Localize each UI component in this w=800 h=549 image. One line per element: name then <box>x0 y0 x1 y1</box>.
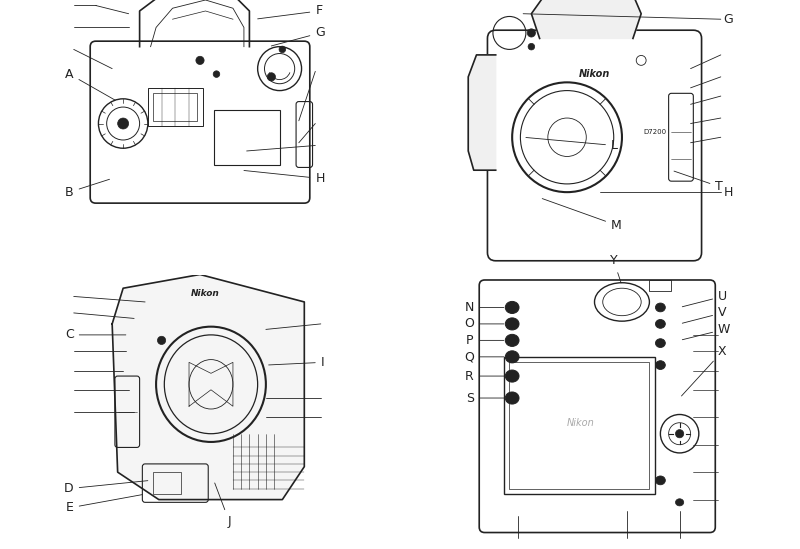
Bar <box>650 280 671 291</box>
Text: D: D <box>64 481 148 495</box>
Ellipse shape <box>655 361 666 369</box>
Polygon shape <box>531 0 641 38</box>
Ellipse shape <box>506 370 519 382</box>
Text: G: G <box>723 13 734 26</box>
Text: O: O <box>464 317 504 330</box>
Text: Nikon: Nikon <box>191 289 220 298</box>
Text: G: G <box>271 26 325 46</box>
Text: U: U <box>682 290 727 307</box>
Text: C: C <box>65 328 126 341</box>
Bar <box>154 93 198 121</box>
Text: H: H <box>723 186 733 199</box>
Bar <box>510 362 650 489</box>
Ellipse shape <box>506 318 519 330</box>
Ellipse shape <box>528 43 534 50</box>
Text: B: B <box>65 180 110 199</box>
Text: X: X <box>682 345 726 396</box>
Text: W: W <box>682 323 730 340</box>
Ellipse shape <box>506 334 519 346</box>
Text: R: R <box>465 369 504 383</box>
Text: F: F <box>258 4 322 19</box>
Ellipse shape <box>213 71 220 77</box>
Ellipse shape <box>655 320 666 328</box>
Ellipse shape <box>118 118 129 129</box>
Bar <box>154 472 181 494</box>
Ellipse shape <box>527 29 535 37</box>
Polygon shape <box>112 274 304 500</box>
Text: M: M <box>542 199 622 232</box>
Ellipse shape <box>675 429 684 438</box>
Ellipse shape <box>506 351 519 363</box>
Bar <box>504 357 655 494</box>
Text: H: H <box>244 171 325 185</box>
Ellipse shape <box>655 339 666 348</box>
Ellipse shape <box>506 301 519 313</box>
Bar <box>214 110 280 165</box>
Ellipse shape <box>196 56 204 64</box>
Text: Nikon: Nikon <box>567 418 594 428</box>
Ellipse shape <box>655 476 666 485</box>
Ellipse shape <box>158 336 166 345</box>
Text: S: S <box>466 391 504 405</box>
Ellipse shape <box>675 498 684 506</box>
Bar <box>148 88 202 126</box>
Ellipse shape <box>655 303 666 312</box>
Text: L: L <box>526 137 618 152</box>
Polygon shape <box>468 55 496 170</box>
Text: T: T <box>674 171 723 193</box>
Text: Y: Y <box>610 254 621 283</box>
Text: P: P <box>466 334 504 347</box>
Text: J: J <box>214 483 231 528</box>
Text: D7200: D7200 <box>643 129 666 135</box>
Ellipse shape <box>267 73 275 81</box>
Ellipse shape <box>506 392 519 404</box>
Text: Q: Q <box>464 350 504 363</box>
Text: K: K <box>0 548 1 549</box>
Ellipse shape <box>279 46 286 53</box>
Text: Nikon: Nikon <box>579 69 610 79</box>
Text: N: N <box>464 301 504 314</box>
Text: I: I <box>269 356 325 369</box>
Text: A: A <box>66 68 115 100</box>
Text: V: V <box>682 306 726 323</box>
Text: E: E <box>66 495 142 514</box>
